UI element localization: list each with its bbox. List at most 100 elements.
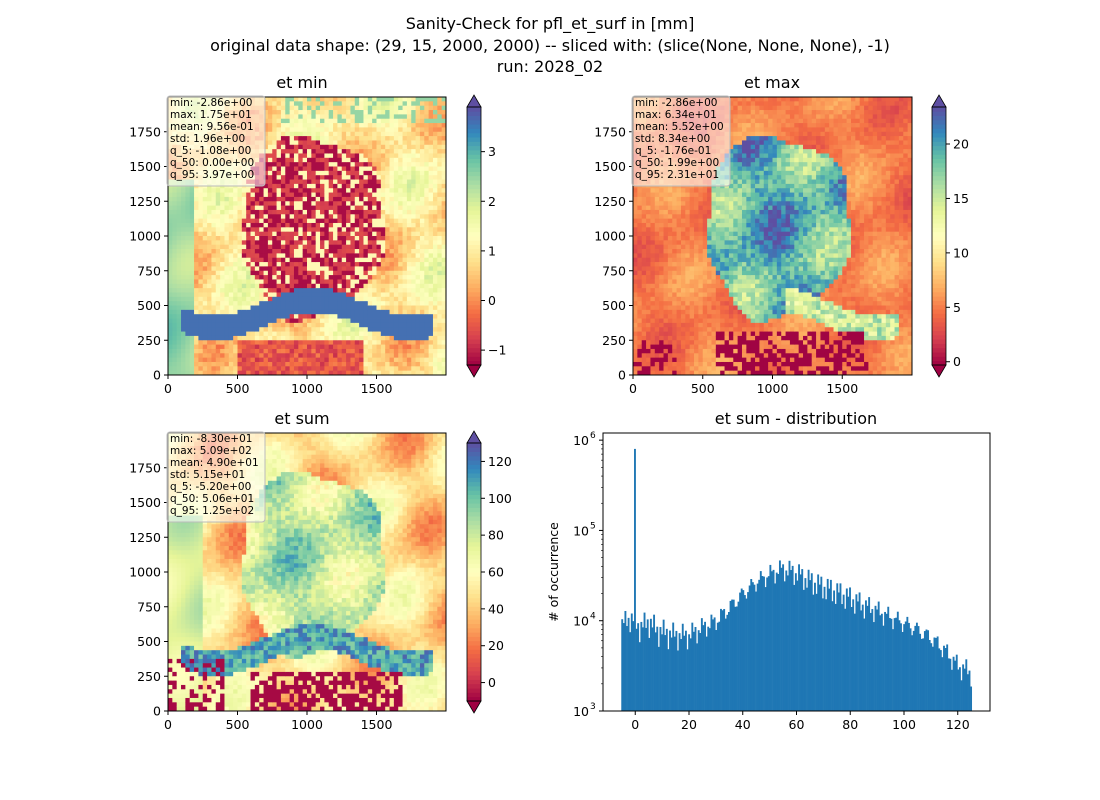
heatmap-cell bbox=[672, 361, 677, 367]
heatmap-cell bbox=[280, 301, 286, 306]
heatmap-cell bbox=[367, 309, 373, 315]
heatmap-cell bbox=[215, 309, 221, 315]
heatmap-cell bbox=[328, 305, 334, 311]
heatmap-cell bbox=[419, 192, 425, 198]
heatmap-cell bbox=[215, 192, 221, 198]
heatmap-cell bbox=[646, 231, 651, 237]
heatmap-cell bbox=[246, 218, 251, 224]
heatmap-cell bbox=[181, 348, 186, 354]
heatmap-cell bbox=[302, 314, 308, 319]
heatmap-cell bbox=[672, 331, 677, 337]
heatmap-cell bbox=[311, 257, 317, 263]
heatmap-cell bbox=[372, 101, 377, 107]
heatmap-cell bbox=[224, 279, 230, 285]
heatmap-cell bbox=[293, 249, 299, 254]
heatmap-cell bbox=[172, 348, 178, 354]
heatmap-cell bbox=[293, 114, 299, 120]
heatmap-cell bbox=[419, 296, 425, 302]
heatmap-cell bbox=[194, 301, 199, 306]
heatmap-cell bbox=[220, 327, 225, 332]
heatmap-cell bbox=[176, 192, 182, 198]
heatmap-cell bbox=[337, 201, 343, 206]
heatmap-cell bbox=[380, 327, 386, 332]
heatmap-cell bbox=[189, 292, 195, 298]
heatmap-cell bbox=[220, 205, 225, 211]
heatmap-cell bbox=[220, 370, 225, 376]
heatmap-cell bbox=[202, 353, 208, 359]
heatmap-cell bbox=[246, 340, 251, 345]
heatmap-cell bbox=[646, 344, 651, 350]
heatmap-cell bbox=[346, 249, 351, 254]
heatmap-cell bbox=[220, 305, 225, 311]
heatmap-cell bbox=[406, 118, 412, 124]
heatmap-cell bbox=[654, 361, 660, 367]
heatmap-cell bbox=[437, 166, 443, 172]
heatmap-cell bbox=[263, 357, 269, 363]
heatmap-cell bbox=[633, 188, 638, 193]
heatmap-cell bbox=[411, 123, 416, 128]
heatmap-cell bbox=[432, 275, 438, 280]
heatmap-cell bbox=[215, 314, 221, 319]
heatmap-cell bbox=[359, 201, 364, 206]
heatmap-cell bbox=[380, 331, 386, 337]
heatmap-cell bbox=[276, 166, 282, 172]
heatmap-cell bbox=[176, 361, 182, 367]
heatmap-cell bbox=[354, 192, 360, 198]
heatmap-cell bbox=[385, 175, 390, 180]
heatmap-cell bbox=[650, 279, 656, 285]
heatmap-cell bbox=[324, 262, 330, 267]
heatmap-cell bbox=[376, 305, 382, 311]
heatmap-cell bbox=[263, 327, 269, 332]
heatmap-cell bbox=[311, 244, 317, 250]
heatmap-cell bbox=[350, 309, 356, 315]
heatmap-cell bbox=[663, 257, 669, 263]
colorbar-segment bbox=[467, 236, 481, 241]
heatmap-cell bbox=[402, 344, 408, 350]
heatmap-cell bbox=[385, 340, 390, 345]
heatmap-cell bbox=[337, 257, 343, 263]
heatmap-cell bbox=[293, 192, 299, 198]
heatmap-cell bbox=[633, 309, 638, 315]
heatmap-cell bbox=[341, 162, 347, 167]
heatmap-cell bbox=[393, 105, 399, 111]
heatmap-cell bbox=[272, 144, 277, 150]
heatmap-cell bbox=[402, 127, 408, 133]
heatmap-cell bbox=[289, 179, 295, 185]
heatmap-cell bbox=[650, 305, 656, 311]
heatmap-cell bbox=[328, 253, 334, 259]
heatmap-cell bbox=[424, 348, 430, 354]
heatmap-cell bbox=[276, 270, 282, 276]
heatmap-cell bbox=[667, 209, 673, 215]
heatmap-cell bbox=[363, 162, 369, 167]
heatmap-cell bbox=[194, 335, 199, 341]
heatmap-cell bbox=[228, 283, 234, 289]
heatmap-cell bbox=[285, 288, 291, 293]
heatmap-cell bbox=[650, 270, 656, 276]
heatmap-cell bbox=[289, 149, 295, 154]
heatmap-cell bbox=[406, 127, 412, 133]
heatmap-cell bbox=[341, 105, 347, 111]
heatmap-cell bbox=[359, 231, 364, 237]
heatmap-cell bbox=[341, 183, 347, 189]
heatmap-cell bbox=[198, 188, 204, 193]
heatmap-cell bbox=[324, 188, 330, 193]
heatmap-cell bbox=[302, 105, 308, 111]
heatmap-cell bbox=[411, 214, 416, 220]
heatmap-cell bbox=[172, 288, 178, 293]
heatmap-cell bbox=[650, 331, 656, 337]
heatmap-cell bbox=[189, 361, 195, 367]
heatmap-cell bbox=[380, 244, 386, 250]
heatmap-cell bbox=[250, 353, 256, 359]
heatmap-cell bbox=[194, 209, 199, 215]
heatmap-cell bbox=[432, 305, 438, 311]
heatmap-cell bbox=[246, 231, 251, 237]
heatmap-cell bbox=[259, 253, 264, 259]
heatmap-cell bbox=[663, 340, 669, 345]
heatmap-cell bbox=[181, 192, 186, 198]
stat-line: q_5: -1.08e+00 bbox=[170, 145, 251, 157]
heatmap-cell bbox=[324, 340, 330, 345]
heatmap-cell bbox=[385, 136, 390, 141]
heatmap-cell bbox=[233, 236, 238, 241]
heatmap-cell bbox=[215, 305, 221, 311]
heatmap-cell bbox=[267, 110, 273, 115]
